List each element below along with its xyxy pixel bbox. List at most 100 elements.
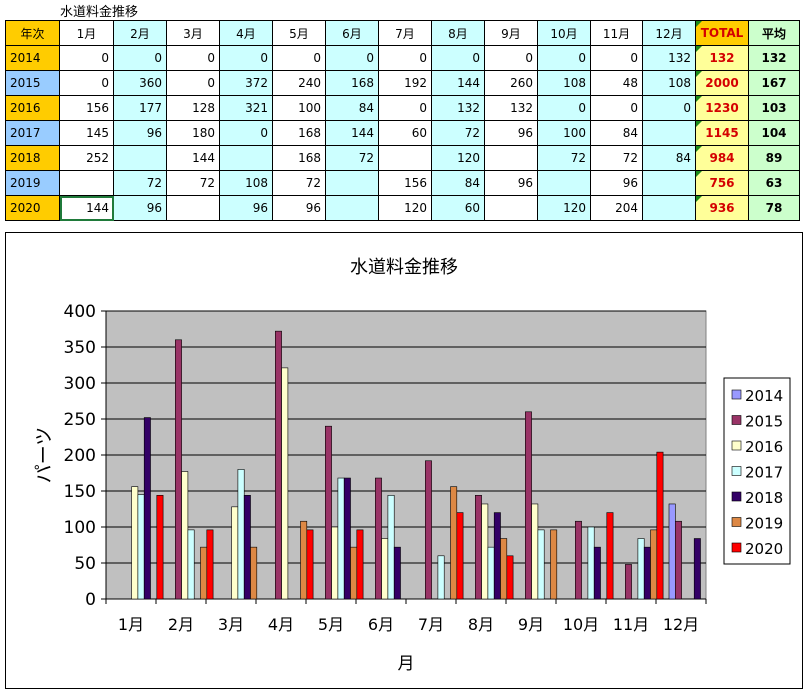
value-cell[interactable]: 360 xyxy=(113,70,167,96)
value-cell[interactable]: 96 xyxy=(219,195,273,221)
value-cell[interactable]: 100 xyxy=(537,120,591,146)
value-cell[interactable] xyxy=(642,195,696,221)
total-cell[interactable]: 1145 xyxy=(695,120,749,146)
value-cell[interactable]: 0 xyxy=(590,95,643,121)
value-cell[interactable]: 0 xyxy=(59,45,114,71)
value-cell[interactable]: 108 xyxy=(219,170,273,196)
value-cell[interactable]: 108 xyxy=(642,70,696,96)
value-cell[interactable] xyxy=(325,170,379,196)
total-cell[interactable]: 756 xyxy=(695,170,749,196)
value-cell[interactable]: 168 xyxy=(272,145,326,171)
value-cell[interactable]: 72 xyxy=(537,145,591,171)
header-total[interactable]: TOTAL xyxy=(695,20,749,46)
total-cell[interactable]: 132 xyxy=(695,45,749,71)
value-cell[interactable]: 0 xyxy=(166,45,220,71)
value-cell[interactable]: 192 xyxy=(378,70,432,96)
value-cell[interactable]: 72 xyxy=(590,145,643,171)
value-cell[interactable]: 84 xyxy=(590,120,643,146)
header-month[interactable]: 1月 xyxy=(59,20,114,46)
value-cell[interactable]: 168 xyxy=(325,70,379,96)
value-cell[interactable]: 128 xyxy=(166,95,220,121)
value-cell[interactable]: 0 xyxy=(113,45,167,71)
value-cell[interactable]: 145 xyxy=(59,120,114,146)
value-cell[interactable]: 0 xyxy=(378,95,432,121)
header-month[interactable]: 4月 xyxy=(219,20,273,46)
value-cell[interactable]: 60 xyxy=(378,120,432,146)
value-cell[interactable]: 120 xyxy=(378,195,432,221)
value-cell[interactable]: 96 xyxy=(113,195,167,221)
value-cell[interactable]: 72 xyxy=(272,170,326,196)
header-month[interactable]: 11月 xyxy=(590,20,643,46)
value-cell[interactable]: 177 xyxy=(113,95,167,121)
value-cell[interactable]: 96 xyxy=(484,170,538,196)
year-cell[interactable]: 2015 xyxy=(5,70,60,96)
total-cell[interactable]: 2000 xyxy=(695,70,749,96)
value-cell[interactable]: 0 xyxy=(642,95,696,121)
average-cell[interactable]: 89 xyxy=(748,145,800,171)
bar-chart[interactable]: 水道料金推移 0 50 100 150 200 250 300 350 400 1月 2月 3月 4月 5月… xyxy=(6,233,802,688)
value-cell[interactable]: 72 xyxy=(325,145,379,171)
value-cell[interactable]: 0 xyxy=(325,45,379,71)
value-cell[interactable]: 96 xyxy=(113,120,167,146)
value-cell[interactable]: 60 xyxy=(431,195,485,221)
year-cell[interactable]: 2016 xyxy=(5,95,60,121)
header-month[interactable]: 5月 xyxy=(272,20,326,46)
value-cell[interactable]: 100 xyxy=(272,95,326,121)
value-cell[interactable]: 120 xyxy=(431,145,485,171)
value-cell[interactable]: 0 xyxy=(484,45,538,71)
value-cell[interactable]: 108 xyxy=(537,70,591,96)
average-cell[interactable]: 78 xyxy=(748,195,800,221)
value-cell[interactable]: 120 xyxy=(537,195,591,221)
header-average[interactable]: 平均 xyxy=(748,20,800,46)
value-cell[interactable]: 252 xyxy=(59,145,114,171)
value-cell[interactable] xyxy=(537,170,591,196)
value-cell[interactable] xyxy=(484,195,538,221)
value-cell[interactable]: 180 xyxy=(166,120,220,146)
value-cell[interactable]: 84 xyxy=(431,170,485,196)
value-cell[interactable]: 72 xyxy=(166,170,220,196)
value-cell[interactable]: 48 xyxy=(590,70,643,96)
total-cell[interactable]: 1230 xyxy=(695,95,749,121)
value-cell[interactable] xyxy=(219,145,273,171)
value-cell[interactable]: 372 xyxy=(219,70,273,96)
value-cell[interactable]: 96 xyxy=(272,195,326,221)
value-cell[interactable] xyxy=(166,195,220,221)
value-cell[interactable]: 96 xyxy=(590,170,643,196)
value-cell[interactable]: 144 xyxy=(431,70,485,96)
value-cell[interactable]: 156 xyxy=(59,95,114,121)
year-cell[interactable]: 2018 xyxy=(5,145,60,171)
value-cell[interactable]: 132 xyxy=(484,95,538,121)
value-cell[interactable]: 0 xyxy=(59,70,114,96)
total-cell[interactable]: 984 xyxy=(695,145,749,171)
value-cell[interactable]: 321 xyxy=(219,95,273,121)
value-cell[interactable]: 72 xyxy=(113,170,167,196)
value-cell[interactable]: 72 xyxy=(431,120,485,146)
average-cell[interactable]: 63 xyxy=(748,170,800,196)
value-cell[interactable]: 132 xyxy=(642,45,696,71)
value-cell[interactable]: 0 xyxy=(431,45,485,71)
chart-frame[interactable]: 水道料金推移 0 50 100 150 200 250 300 350 400 1月 2月 3月 4月 5月… xyxy=(5,232,803,689)
value-cell[interactable]: 0 xyxy=(166,70,220,96)
value-cell[interactable] xyxy=(642,120,696,146)
value-cell[interactable]: 0 xyxy=(537,45,591,71)
year-cell[interactable]: 2017 xyxy=(5,120,60,146)
header-month[interactable]: 6月 xyxy=(325,20,379,46)
year-cell[interactable]: 2020 xyxy=(5,195,60,221)
value-cell[interactable]: 260 xyxy=(484,70,538,96)
value-cell[interactable]: 0 xyxy=(378,45,432,71)
total-cell[interactable]: 936 xyxy=(695,195,749,221)
value-cell[interactable]: 0 xyxy=(272,45,326,71)
value-cell[interactable]: 144 xyxy=(166,145,220,171)
value-cell[interactable] xyxy=(325,195,379,221)
value-cell[interactable]: 84 xyxy=(325,95,379,121)
header-month[interactable]: 12月 xyxy=(642,20,696,46)
value-cell[interactable] xyxy=(484,145,538,171)
header-month[interactable]: 9月 xyxy=(484,20,538,46)
value-cell[interactable]: 0 xyxy=(590,45,643,71)
value-cell[interactable]: 84 xyxy=(642,145,696,171)
average-cell[interactable]: 132 xyxy=(748,45,800,71)
value-cell[interactable] xyxy=(378,145,432,171)
header-month[interactable]: 2月 xyxy=(113,20,167,46)
value-cell[interactable] xyxy=(59,170,114,196)
value-cell[interactable]: 0 xyxy=(219,45,273,71)
